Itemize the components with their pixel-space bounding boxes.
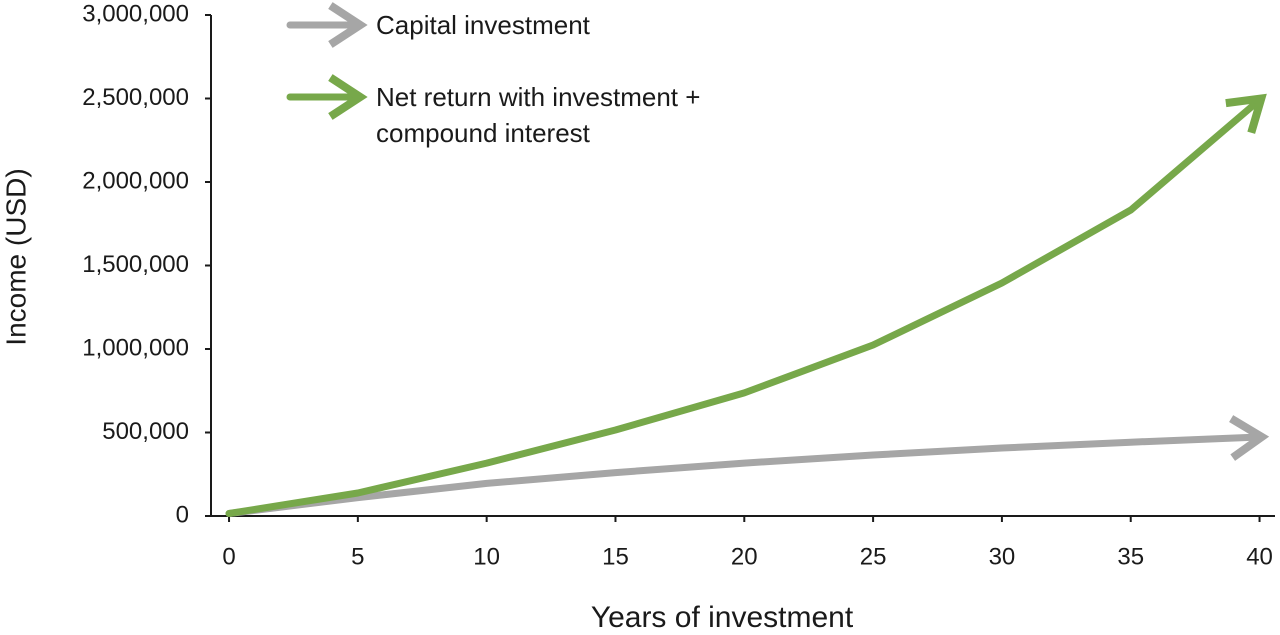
legend-label: Net return with investment + compound in… [376, 82, 701, 148]
x-tick-label: 15 [602, 543, 629, 570]
legend-label: Capital investment [376, 10, 590, 40]
x-tick-label: 10 [473, 543, 500, 570]
series-line [225, 415, 1270, 517]
x-tick-label: 20 [731, 543, 758, 570]
x-tick-label: 30 [989, 543, 1016, 570]
y-tick-label: 1,500,000 [82, 251, 189, 278]
x-tick-label: 25 [860, 543, 887, 570]
y-tick-label: 1,000,000 [82, 334, 189, 361]
y-tick-label: 500,000 [102, 418, 189, 445]
y-tick-label: 0 [176, 501, 189, 528]
x-axis-label: Years of investment [591, 601, 854, 634]
x-tick-label: 0 [222, 543, 235, 570]
y-axis-label: Income (USD) [0, 168, 31, 345]
y-tick-label: 2,000,000 [82, 167, 189, 194]
x-tick-label: 35 [1117, 543, 1144, 570]
x-tick-label: 40 [1246, 543, 1273, 570]
series-line [225, 93, 1267, 517]
y-tick-label: 3,000,000 [82, 0, 189, 27]
y-tick-label: 2,500,000 [82, 84, 189, 111]
x-tick-label: 5 [351, 543, 364, 570]
